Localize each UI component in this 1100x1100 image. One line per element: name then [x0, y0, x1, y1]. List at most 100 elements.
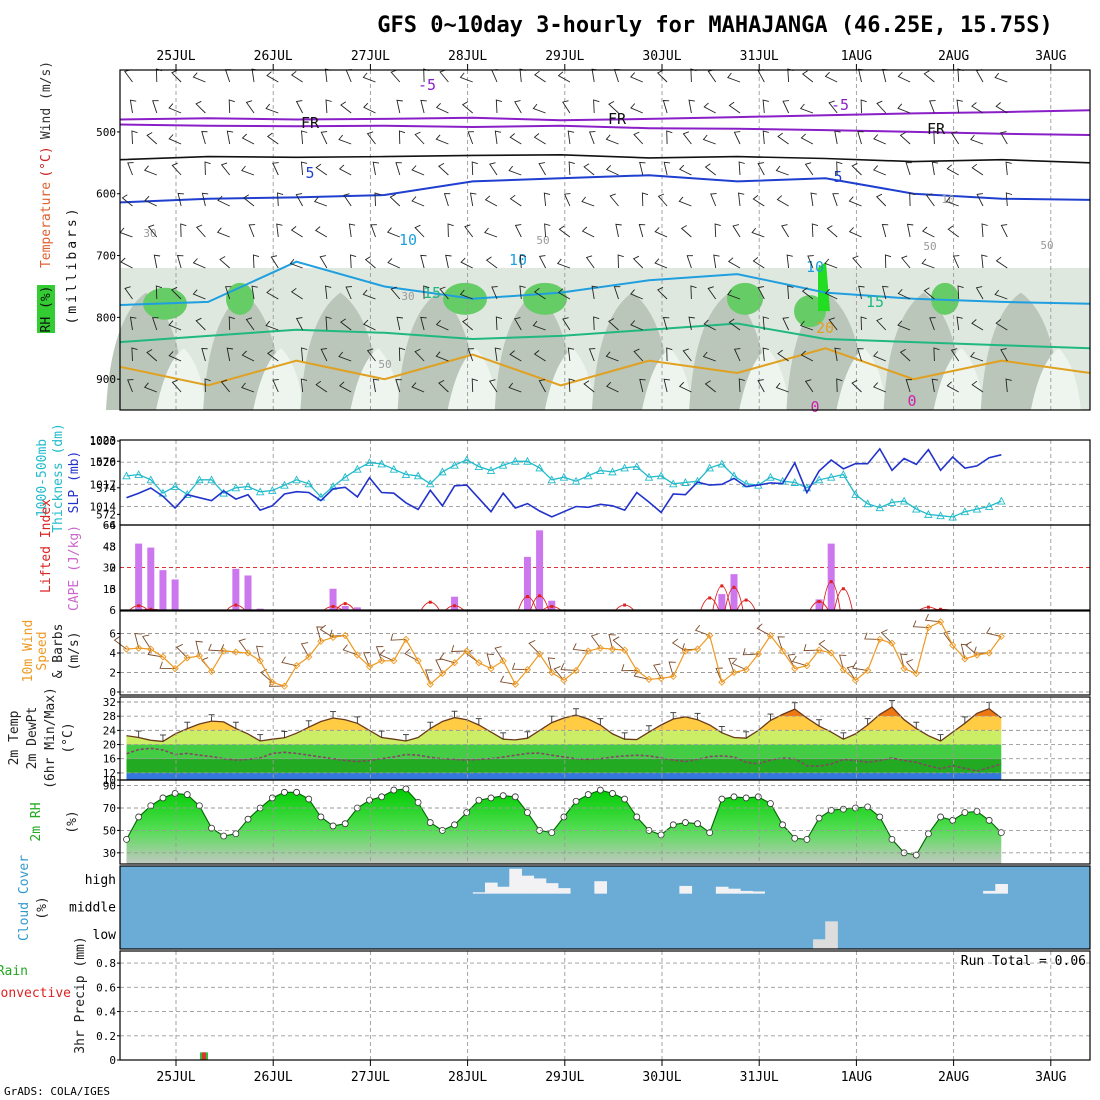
wind-barb: [912, 620, 929, 629]
isotherm-line: [119, 260, 1091, 306]
wind-barb: [345, 286, 353, 300]
cape-tick-label: 16: [103, 583, 116, 596]
wind-speed-point: [450, 659, 459, 667]
wind-barb: [508, 165, 522, 176]
wind-barb: [751, 227, 765, 238]
thickness-point: [523, 456, 532, 465]
wind-speed-point: [305, 653, 313, 661]
thickness-point: [960, 507, 970, 516]
wind-speed-point: [195, 652, 204, 660]
wind-barb: [491, 286, 498, 300]
wind-barb: [414, 224, 425, 238]
rh-point: [669, 821, 677, 829]
wind-barb: [439, 652, 455, 664]
wind-speed-point: [475, 659, 483, 667]
rh2m-frame: [119, 779, 1091, 865]
wind-barb: [834, 347, 841, 362]
wind-barb: [1005, 192, 1013, 207]
wind-speed-point: [207, 667, 216, 676]
wind-barb: [338, 134, 352, 145]
wind-barb: [217, 195, 230, 207]
cloud-high-bar: [679, 885, 693, 894]
wind-barb: [931, 161, 939, 176]
rh-point: [803, 835, 811, 843]
wind-barb: [256, 645, 264, 661]
wind-speed-point: [693, 645, 702, 653]
y-axis-label: Cloud Cover: [17, 855, 32, 941]
rh-point: [694, 820, 701, 828]
isotherm-label: -5: [831, 96, 849, 114]
wind-barb: [144, 195, 157, 207]
cloud-ylabel: Cloud Cover (%): [17, 855, 50, 941]
pressure-tick-label: 800: [96, 311, 116, 324]
wind-barb: [775, 165, 789, 176]
wind-barb: [682, 131, 692, 145]
wind-barb: [219, 256, 230, 269]
cape-tick-label: 48: [103, 540, 116, 553]
cape-bar: [815, 599, 823, 610]
wind-barb: [411, 382, 425, 393]
isotherm-label: FR: [927, 120, 946, 138]
li-tick-label: 0: [109, 562, 116, 575]
wind-barb: [435, 102, 449, 114]
li-point: [939, 607, 943, 611]
pressure-tick-label: 700: [96, 250, 116, 263]
wind-barb: [583, 380, 595, 393]
wind-barb: [538, 162, 546, 176]
y-axis-label: Thickness (dm): [51, 423, 66, 533]
wind-barb: [411, 165, 425, 176]
wind-barb: [933, 347, 940, 362]
rh-area: [126, 789, 1002, 864]
wind-barb: [300, 642, 310, 658]
wind-barb: [971, 380, 984, 393]
wind-barb: [713, 254, 720, 269]
wind-barb: [946, 381, 959, 393]
thickness-point: [486, 466, 496, 474]
wind-barb: [364, 256, 376, 269]
wind-barb: [435, 134, 449, 145]
thickness-point: [596, 466, 605, 474]
wind-barb: [272, 379, 279, 393]
cloud-high-bar: [557, 888, 571, 894]
wind-barb: [828, 317, 838, 331]
wind-barb: [201, 192, 209, 207]
bottom-date-label: 2AUG: [938, 1070, 969, 1085]
wind-barb: [828, 100, 838, 114]
wind-barb: [514, 100, 522, 114]
top-date-label: 1AUG: [841, 49, 872, 64]
cloud-level-label: high: [85, 873, 116, 888]
wind-barb: [281, 656, 297, 667]
wind-barb: [265, 103, 279, 114]
rh-point: [195, 802, 203, 810]
cloud-high-bar: [545, 883, 559, 894]
wind-barb: [617, 254, 624, 269]
rh-point: [159, 794, 167, 802]
wind-barb: [315, 380, 328, 393]
thickness-point: [608, 467, 617, 476]
wind-barb: [860, 316, 867, 331]
thickness-point: [668, 479, 678, 488]
isotherm-label: 15: [423, 284, 441, 302]
wind-barb: [340, 101, 352, 114]
bottom-date-label: 3AUG: [1035, 1070, 1066, 1085]
wind-barb: [715, 667, 723, 683]
thickness-point: [620, 463, 629, 472]
cape-bar: [827, 543, 835, 610]
wind-barbs: [119, 68, 1013, 393]
wind-barb: [971, 102, 984, 114]
wind-barb: [799, 103, 814, 114]
isotherm-line: [119, 153, 1091, 164]
wind-barb: [192, 289, 206, 300]
x-ticks: [175, 64, 1052, 1066]
wind-barb: [204, 378, 211, 393]
thickness-point: [511, 456, 520, 465]
wind-speed-point: [365, 663, 374, 671]
wind-barb: [366, 348, 376, 362]
thickness-point: [353, 464, 362, 473]
wind-barb: [350, 254, 357, 269]
wind-barb: [897, 288, 911, 300]
wind-barb: [534, 70, 546, 83]
slp-tick-label: 1023: [90, 434, 117, 447]
wind-barb: [641, 192, 649, 207]
li-point: [331, 604, 335, 608]
